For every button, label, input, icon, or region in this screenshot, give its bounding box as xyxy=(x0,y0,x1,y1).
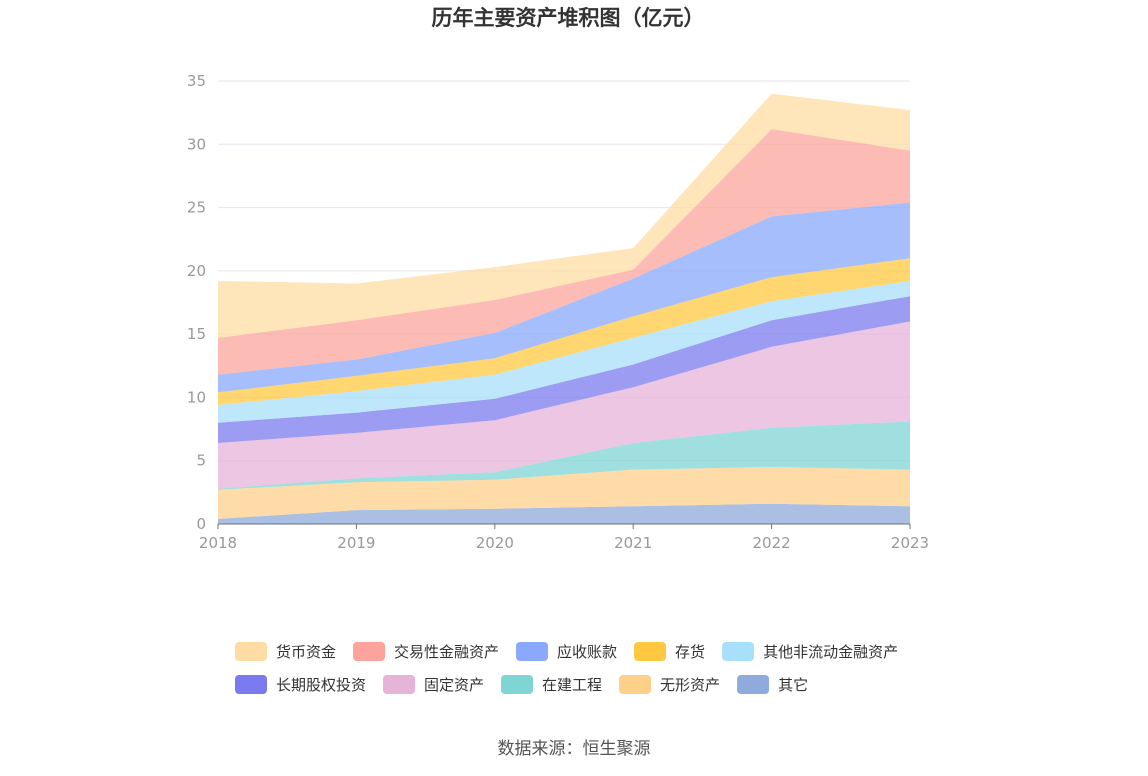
area-series-5 xyxy=(218,281,910,423)
area-series-1 xyxy=(218,467,910,519)
area-series-0 xyxy=(218,503,910,524)
area-series-2 xyxy=(218,421,910,490)
x-tick-label: 2018 xyxy=(199,534,237,552)
legend-item-label: 其它 xyxy=(778,676,808,694)
y-tick-label: 5 xyxy=(196,452,206,470)
x-tick-label: 2023 xyxy=(891,534,929,552)
x-tick-label: 2022 xyxy=(753,534,791,552)
legend-item-label: 长期股权投资 xyxy=(276,676,366,694)
legend-swatch xyxy=(634,642,667,661)
legend-swatch xyxy=(722,642,755,661)
legend-item-label: 货币资金 xyxy=(276,643,336,661)
area-series-6 xyxy=(218,258,910,405)
legend-swatch xyxy=(501,675,534,694)
area-series xyxy=(218,93,910,524)
legend-swatch xyxy=(235,675,267,694)
source-label: 数据来源：恒生聚源 xyxy=(498,739,651,759)
y-tick-label: 25 xyxy=(187,199,206,217)
legend-item-label: 交易性金融资产 xyxy=(394,643,499,661)
area-series-3 xyxy=(218,321,910,489)
axes: 0 5 10 15 20 25 30 35 2018 2019 2020 2021 2022 2023 xyxy=(187,72,929,552)
legend-swatch xyxy=(516,642,549,661)
legend-item-label: 其他非流动金融资产 xyxy=(763,643,898,661)
legend-swatch xyxy=(383,675,416,694)
chart-title: 历年主要资产堆积图（亿元） xyxy=(432,6,705,30)
area-series-4 xyxy=(218,296,910,443)
legend-swatch xyxy=(619,675,652,694)
x-tick-label: 2019 xyxy=(337,534,375,552)
y-tick-label: 10 xyxy=(187,388,206,406)
legend-item-label: 无形资产 xyxy=(660,676,720,694)
legend-swatch xyxy=(737,675,770,694)
y-tick-label: 20 xyxy=(187,262,206,280)
area-series-9 xyxy=(218,93,910,338)
legend-swatch xyxy=(235,642,267,661)
area-series-8 xyxy=(218,129,910,375)
legend-item-label: 在建工程 xyxy=(542,676,602,694)
legend-item-label: 应收账款 xyxy=(557,643,617,661)
y-tick-label: 0 xyxy=(196,515,206,533)
y-tick-label: 30 xyxy=(187,135,206,153)
legend-item-label: 存货 xyxy=(675,643,705,661)
x-tick-label: 2021 xyxy=(614,534,652,552)
y-tick-label: 35 xyxy=(187,72,206,90)
legend-swatch xyxy=(353,642,386,661)
y-tick-label: 15 xyxy=(187,325,206,343)
x-tick-label: 2020 xyxy=(476,534,514,552)
legend-item-label: 固定资产 xyxy=(424,676,484,694)
area-series-7 xyxy=(218,202,910,393)
